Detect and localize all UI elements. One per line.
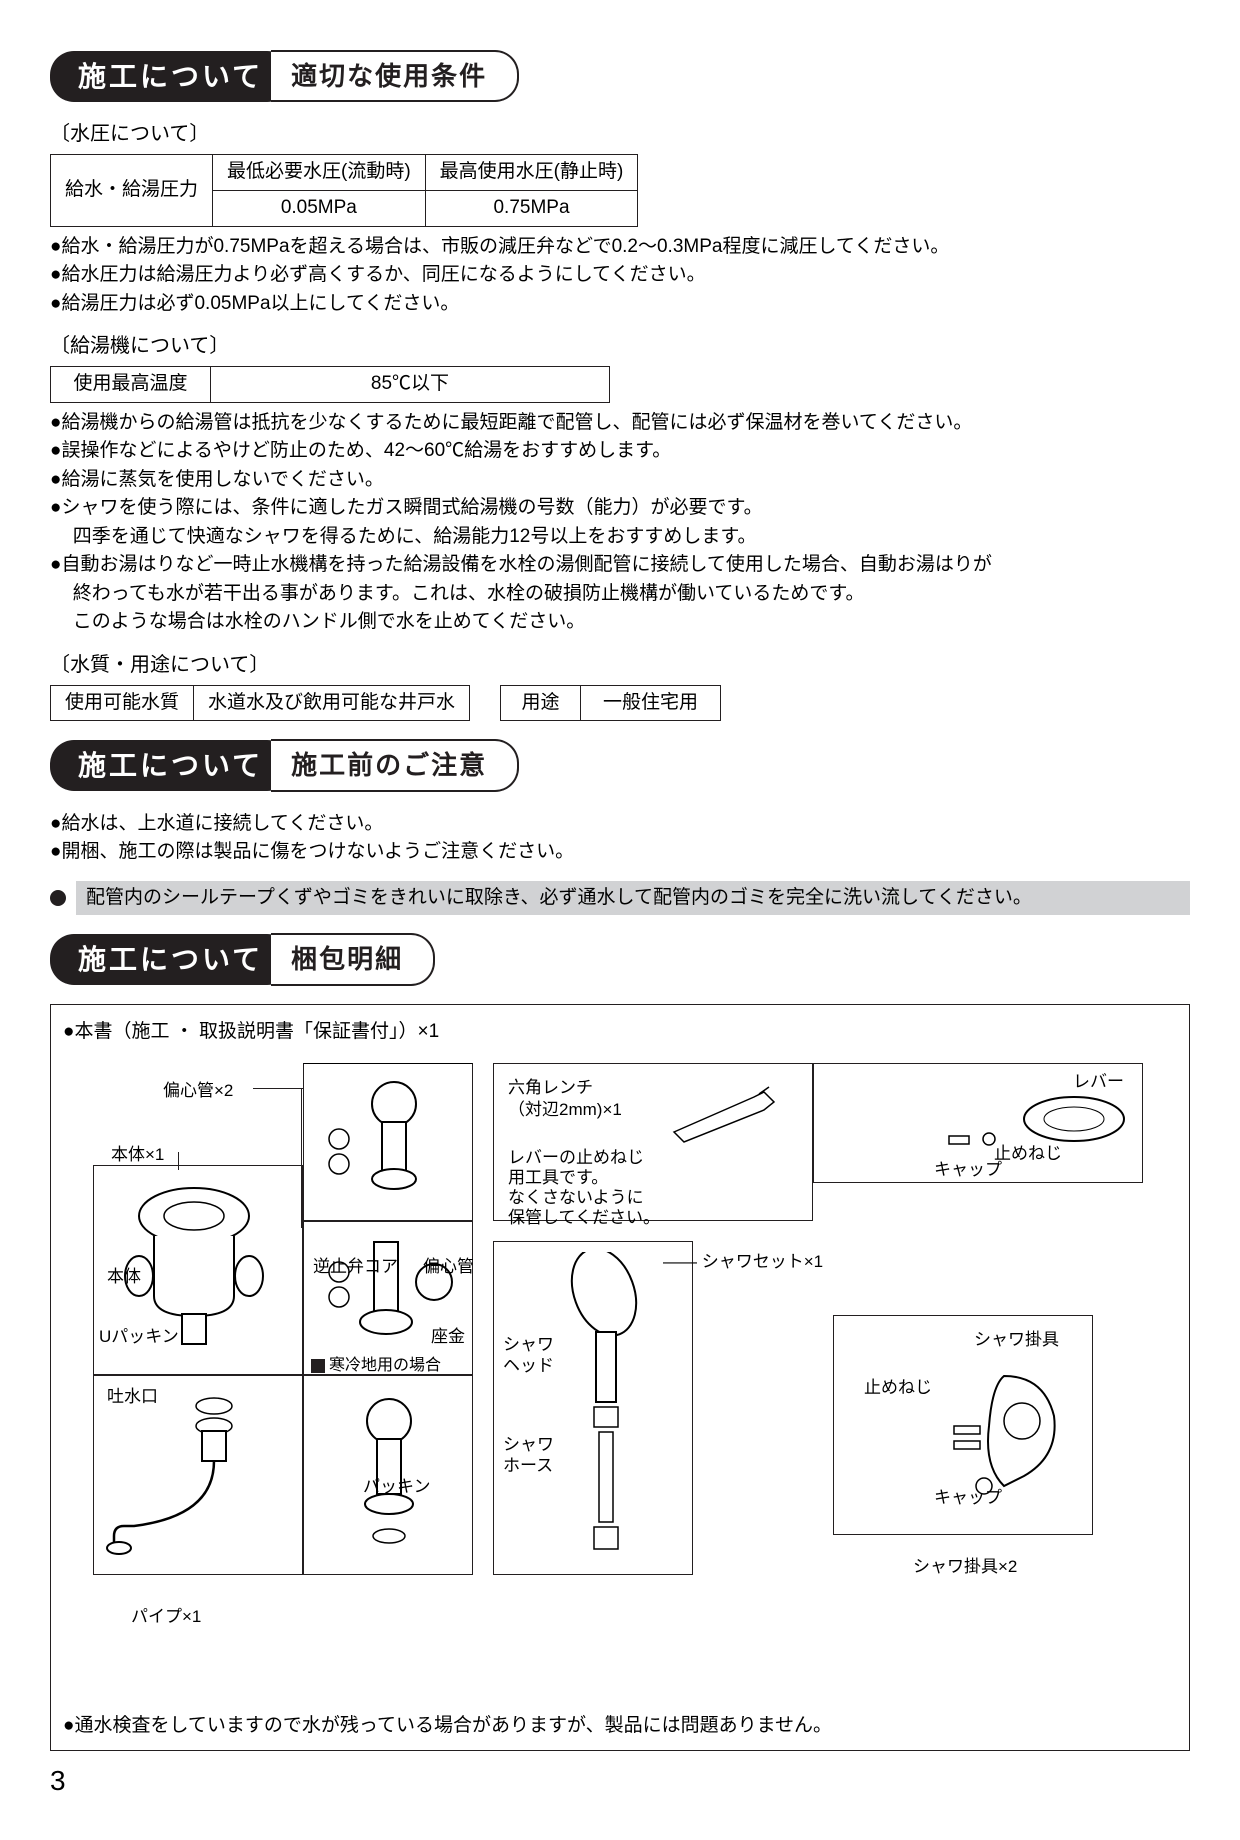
table-heater: 使用最高温度 85℃以下 [50,366,610,403]
section2-pill: 施工について [50,740,291,791]
label-washer: 座金 [431,1325,465,1349]
table-quality: 使用可能水質 水道水及び飲用可能な井戸水 [50,685,470,722]
table-cell: 0.05MPa [213,190,426,226]
label-packing: パッキン [363,1475,431,1499]
bullet: ●給水は、上水道に接続してください。 [50,810,1190,839]
table-cell: 使用最高温度 [51,367,211,403]
table-cell: 使用可能水質 [51,685,194,721]
sub-heater: 〔給湯機について〕 [50,332,1190,360]
table-cell: 0.75MPa [425,190,638,226]
bullet: このような場合は水栓のハンドル側で水を止めてください。 [50,608,1190,637]
bullet: 終わっても水が若干出る事があります。これは、水栓の破損防止機構が働いているためで… [50,580,1190,609]
label-body: 本体 [107,1265,141,1289]
wrench-note4: 保管してください。 [508,1206,660,1230]
bullet: ●給湯に蒸気を使用しないでください。 [50,466,1190,495]
label-showerhose: シャワホース [503,1435,554,1476]
bullet: ●給水圧力は給湯圧力より必ず高くするか、同圧になるようにしてください。 [50,261,1190,290]
label-checkvalve: 逆止弁コア [313,1255,398,1279]
bullet: ●給湯機からの給湯管は抵抗を少なくするために最短距離で配管し、配管には必ず保温材… [50,409,1190,438]
bullet: ●開梱、施工の際は製品に傷をつけないようご注意ください。 [50,838,1190,867]
label-hanger-qty: シャワ掛具×2 [913,1555,1017,1579]
label-cap2: キャップ [934,1486,1002,1510]
section3-right: 梱包明細 [271,933,435,985]
section1-right: 適切な使用条件 [271,50,519,102]
label-cold2: 寒冷地用の場合 [311,1355,441,1377]
bullet: ●給湯圧力は必ず0.05MPa以上にしてください。 [50,290,1190,319]
bullets-heater: ●給湯機からの給湯管は抵抗を少なくするために最短距離で配管し、配管には必ず保温材… [50,409,1190,637]
eccentric-illustration [304,1222,464,1372]
highlight-row: 配管内のシールテープくずやゴミをきれいに取除き、必ず通水して配管内のゴミを完全に… [50,881,1190,916]
label-upacking: Uパッキン [99,1325,179,1349]
sub-water-pressure: 〔水圧について〕 [50,120,1190,148]
label-body-qty: 本体×1 [111,1143,164,1167]
packing-intro: ●本書（施工 ・ 取扱説明書「保証書付」）×1 [63,1019,1177,1046]
label-spout: 吐水口 [107,1385,158,1409]
label-showerhead: シャワヘッド [503,1335,554,1376]
table-usage: 用途 一般住宅用 [500,685,721,722]
eccentric-cold-illustration [304,1064,464,1214]
label-wrench1: 六角レンチ [508,1076,593,1100]
shower-illustration [544,1252,684,1562]
wrench-illustration [664,1082,794,1152]
table-cell: 給水・給湯圧力 [51,155,213,226]
bullet: ●自動お湯はりなど一時止水機構を持った給湯設備を水栓の湯側配管に接続して使用した… [50,551,1190,580]
bullets-pre: ●給水は、上水道に接続してください。 ●開梱、施工の際は製品に傷をつけないようご… [50,810,1190,867]
table-cell: 一般住宅用 [581,685,721,721]
label-stopscrew2: 止めねじ [864,1376,932,1400]
label-eccentric: 偏心管×2 [163,1079,233,1103]
label-pipe: パイプ×1 [131,1605,201,1629]
bullet: ●シャワを使う際には、条件に適したガス瞬間式給湯機の号数（能力）が必要です。 [50,494,1190,523]
label-eccentric-s: 偏心管 [423,1255,474,1279]
eccentric-cold2-illustration [304,1376,464,1566]
packing-diagram: ●本書（施工 ・ 取扱説明書「保証書付」）×1 偏心管×2 ■ 寒冷地用の場合寒… [50,1004,1190,1751]
packing-footnote: ●通水検査をしていますので水が残っている場合がありますが、製品には問題ありません… [63,1713,1177,1740]
section1-header: 施工について 適切な使用条件 [50,50,1190,102]
bullet: ●給水・給湯圧力が0.75MPaを超える場合は、市販の減圧弁などで0.2～0.3… [50,233,1190,262]
section2-header: 施工について 施工前のご注意 [50,739,1190,791]
tables-quality-row: 使用可能水質 水道水及び飲用可能な井戸水 用途 一般住宅用 [50,685,1190,728]
bullet: 四季を通じて快適なシャワを得るために、給湯能力12号以上をおすすめします。 [50,523,1190,552]
bullets-pressure: ●給水・給湯圧力が0.75MPaを超える場合は、市販の減圧弁などで0.2～0.3… [50,233,1190,319]
section3-header: 施工について 梱包明細 [50,933,1190,985]
label-showerset: —— シャワセット×1 [663,1250,823,1274]
table-cell: 最低必要水圧(流動時) [213,155,426,191]
label-cap: キャップ [934,1158,1002,1182]
label-lever: レバー [1073,1070,1124,1094]
table-pressure: 給水・給湯圧力 最低必要水圧(流動時) 最高使用水圧(静止時) 0.05MPa … [50,154,638,226]
highlight-text: 配管内のシールテープくずやゴミをきれいに取除き、必ず通水して配管内のゴミを完全に… [76,881,1190,916]
table-cell: 用途 [501,685,581,721]
bullet-icon [50,890,66,906]
label-stopscrew: 止めねじ [994,1142,1062,1166]
label-hanger: シャワ掛具 [974,1328,1059,1352]
table-cell: 85℃以下 [211,367,610,403]
table-cell: 最高使用水圧(静止時) [425,155,638,191]
section2-right: 施工前のご注意 [271,739,519,791]
label-wrench2: （対辺2mm)×1 [508,1098,622,1122]
section1-pill: 施工について [50,51,291,102]
section3-pill: 施工について [50,934,291,985]
page-number: 3 [50,1761,1190,1800]
table-cell: 水道水及び飲用可能な井戸水 [194,685,470,721]
bullet: ●誤操作などによるやけど防止のため、42～60℃給湯をおすすめします。 [50,437,1190,466]
sub-quality: 〔水質・用途について〕 [50,651,1190,679]
